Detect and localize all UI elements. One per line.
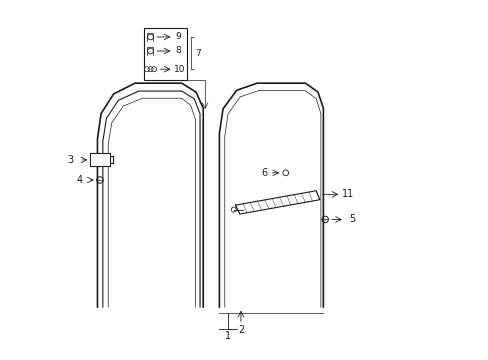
Text: 10: 10 [173, 65, 184, 74]
Text: 2: 2 [237, 325, 244, 335]
Text: 1: 1 [225, 331, 231, 341]
Text: 3: 3 [67, 155, 74, 165]
Text: 5: 5 [348, 215, 354, 224]
Text: 9: 9 [175, 32, 181, 41]
Text: 6: 6 [261, 168, 267, 178]
Text: 4: 4 [76, 175, 82, 185]
FancyBboxPatch shape [144, 28, 187, 80]
Text: 11: 11 [341, 189, 353, 199]
Text: 7: 7 [195, 49, 201, 58]
FancyBboxPatch shape [89, 153, 109, 166]
Text: 8: 8 [175, 46, 181, 55]
